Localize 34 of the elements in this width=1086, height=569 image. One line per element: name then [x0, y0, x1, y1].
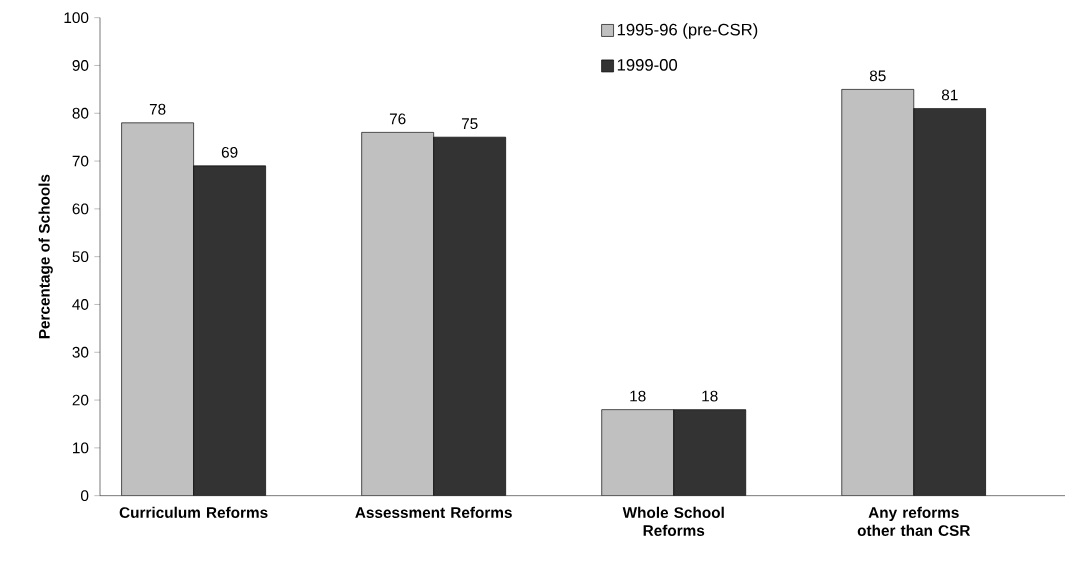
x-tick-label: Any reforms other than CSR [857, 506, 971, 536]
y-axis-title: Percentage of Schools [38, 174, 53, 339]
y-tick-label: 30 [72, 346, 89, 358]
data-label: 18 [630, 390, 646, 402]
bar [601, 409, 674, 496]
y-tick-label: 60 [72, 203, 89, 215]
y-tick-label: 50 [72, 251, 89, 263]
y-tick-label: 70 [72, 155, 89, 167]
bar [361, 132, 434, 496]
data-label: 78 [149, 103, 166, 115]
data-label: 85 [869, 70, 886, 82]
legend-label: 1999-00 [617, 58, 678, 71]
bar [121, 122, 194, 496]
data-label: 69 [221, 146, 238, 158]
y-tick-label: 100 [64, 12, 89, 24]
x-tick-label: Whole School Reforms [622, 506, 724, 536]
y-tick-label: 10 [73, 442, 89, 454]
data-label: 76 [389, 113, 406, 125]
x-tick-label: Curriculum Reforms [119, 506, 268, 518]
data-label: 81 [941, 89, 958, 101]
bar [193, 165, 266, 496]
data-label: 18 [702, 390, 718, 402]
bar [433, 137, 506, 496]
y-tick-label: 20 [72, 394, 89, 406]
bar [913, 108, 987, 496]
y-tick-label: 0 [81, 490, 89, 502]
y-tick-label: 40 [72, 299, 89, 310]
y-tick-label: 80 [72, 107, 89, 119]
bar [841, 89, 915, 496]
y-tick-label: 90 [72, 60, 89, 71]
legend-label: 1995-96 (pre-CSR) [617, 23, 758, 39]
data-label: 75 [461, 118, 478, 130]
bar [673, 409, 746, 496]
x-tick-label: Assessment Reforms [355, 506, 512, 518]
